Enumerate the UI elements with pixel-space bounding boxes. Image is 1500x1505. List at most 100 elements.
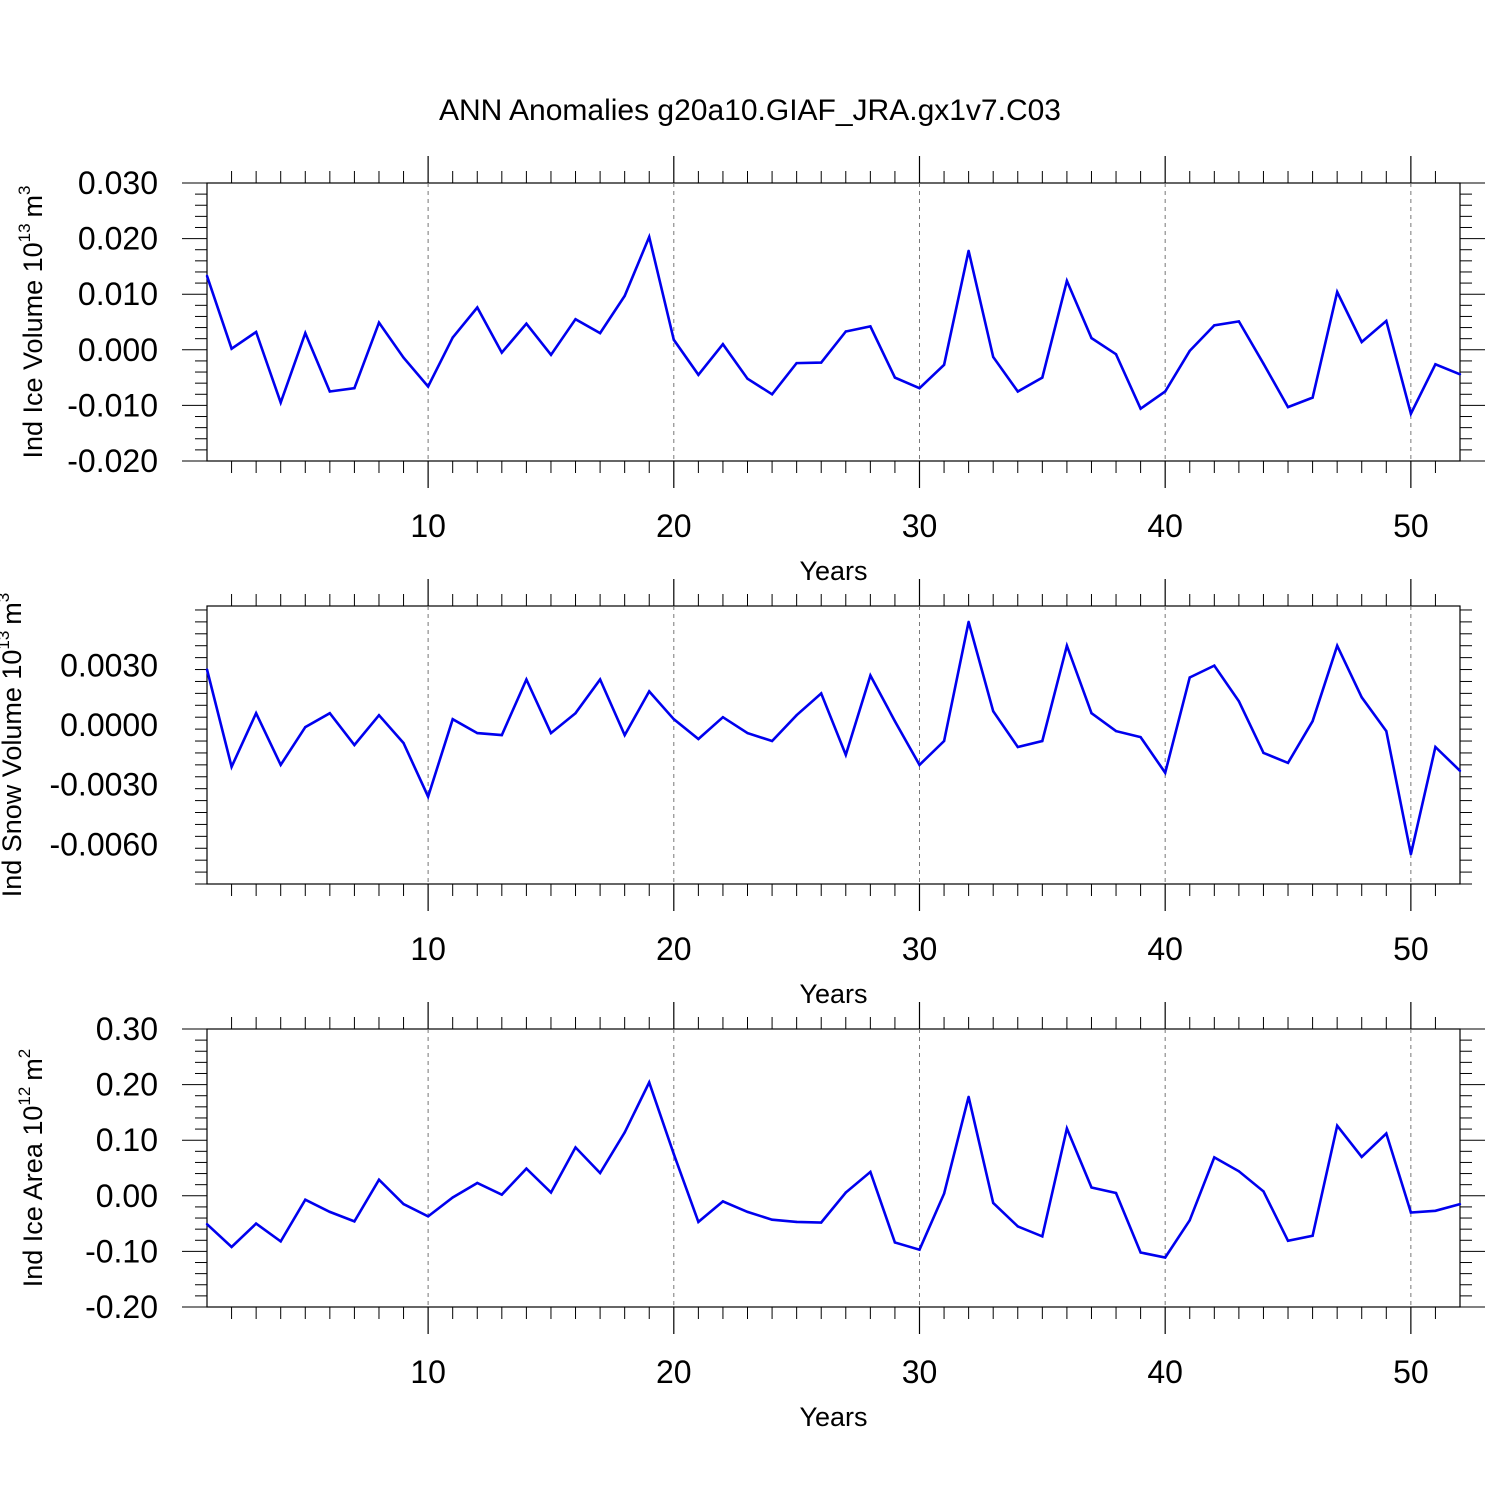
data-point — [918, 763, 921, 767]
y-axis-label-main: Ind Ice Area 10 — [18, 1106, 48, 1288]
data-point — [500, 733, 504, 737]
data-point — [918, 386, 921, 390]
data-point — [1041, 376, 1044, 379]
data-point — [549, 1191, 553, 1194]
data-point — [795, 1220, 798, 1224]
data-point — [1360, 696, 1363, 699]
data-point — [623, 294, 626, 298]
y-axis-label: Ind Snow Volume 1013 m3 — [0, 593, 27, 898]
data-point — [205, 668, 209, 671]
data-point — [328, 390, 332, 393]
y-tick-label: 0.20 — [96, 1067, 158, 1103]
x-tick-label: 30 — [902, 508, 938, 544]
data-point — [844, 753, 847, 757]
x-tick-label: 40 — [1147, 931, 1183, 967]
y-axis-label-exponent: 12 — [15, 1087, 34, 1106]
data-point — [1458, 373, 1462, 376]
plot-frame — [206, 182, 1461, 462]
x-tick-label: 20 — [656, 1354, 692, 1390]
chart-title: ANN Anomalies g20a10.GIAF_JRA.gx1v7.C03 — [439, 94, 1061, 127]
data-point — [1458, 769, 1462, 773]
data-point — [574, 1146, 577, 1149]
series-line — [206, 1079, 1461, 1259]
data-point — [476, 731, 479, 735]
data-point — [1385, 729, 1388, 733]
chart-panel-3: 10 20 30 40 50 -0.20 -0.10 0.00 0.10 0.20 0.30 Year… — [15, 1002, 1485, 1432]
data-point — [967, 249, 970, 253]
data-point — [525, 322, 528, 325]
data-point — [1286, 1239, 1290, 1243]
data-point — [697, 373, 700, 377]
data-point — [820, 1221, 823, 1224]
data-point — [574, 318, 577, 321]
data-point — [205, 1222, 209, 1226]
data-point — [1409, 853, 1413, 856]
data-point — [746, 1210, 749, 1214]
data-point — [746, 377, 749, 380]
data-point — [1311, 719, 1314, 723]
data-point — [254, 1222, 258, 1225]
x-tick-label: 30 — [902, 931, 938, 967]
data-point — [1065, 279, 1069, 283]
data-point — [1188, 676, 1191, 679]
data-point — [549, 353, 553, 357]
y-axis-label-main: Ind Ice Volume 10 — [18, 242, 48, 458]
data-point — [549, 731, 553, 735]
y-axis-label-exponent: 13 — [15, 223, 34, 242]
data-point — [770, 393, 774, 396]
data-point — [525, 678, 528, 681]
y-axis-label-unit: m — [18, 1058, 48, 1081]
data-point — [598, 1171, 602, 1175]
data-point — [426, 1215, 430, 1218]
y-tick-label: 0.30 — [96, 1011, 158, 1047]
chart-panel-1: 10 20 30 40 50 -0.020 -0.010 0.000 0.010 0.020 0.0… — [15, 156, 1485, 586]
chart-panel-2: 10 20 30 40 50 -0.0060 -0.0030 0.0000 0.0030 Year… — [0, 579, 1472, 1009]
data-point — [1213, 664, 1216, 667]
data-point — [402, 741, 405, 745]
data-point — [377, 321, 381, 324]
data-point — [795, 714, 798, 717]
data-point — [918, 1248, 921, 1251]
data-point — [942, 363, 946, 367]
data-point — [991, 710, 995, 713]
data-point — [304, 725, 307, 729]
x-tick-label: 20 — [656, 508, 692, 544]
data-point — [1188, 349, 1191, 353]
data-point — [697, 1220, 700, 1224]
data-point — [648, 235, 651, 239]
data-point — [402, 356, 405, 359]
data-point — [869, 674, 872, 677]
data-point — [844, 330, 847, 333]
data-point — [1262, 1190, 1265, 1193]
y-tick-label: -0.020 — [67, 443, 158, 479]
x-tick-label: 50 — [1393, 931, 1429, 967]
y-axis-label: Ind Ice Area 1012 m2 — [15, 1049, 48, 1288]
data-point — [254, 712, 258, 715]
data-point — [1458, 1202, 1462, 1206]
data-point — [476, 306, 479, 309]
data-point — [426, 795, 430, 798]
y-tick-label: 0.030 — [78, 165, 158, 201]
data-point — [1360, 1155, 1363, 1159]
data-point — [279, 1240, 282, 1243]
data-point — [402, 1202, 405, 1206]
data-point — [1237, 1170, 1241, 1173]
data-point — [623, 733, 626, 737]
data-point — [1360, 340, 1363, 344]
y-tick-label: -0.0060 — [49, 826, 158, 862]
data-point — [991, 1201, 995, 1205]
data-point — [623, 1131, 626, 1134]
x-tick-label: 40 — [1147, 1354, 1183, 1390]
y-axis-label-unit: m — [0, 602, 27, 625]
y-tick-label: -0.20 — [85, 1289, 158, 1325]
y-tick-label: 0.020 — [78, 221, 158, 257]
data-point — [1385, 319, 1388, 323]
data-point — [1311, 396, 1314, 399]
y-axis-label-main: Ind Snow Volume 10 — [0, 650, 27, 898]
data-point — [598, 331, 602, 335]
x-tick-label: 10 — [410, 1354, 446, 1390]
data-point — [1335, 290, 1339, 294]
y-tick-label: 0.010 — [78, 276, 158, 312]
